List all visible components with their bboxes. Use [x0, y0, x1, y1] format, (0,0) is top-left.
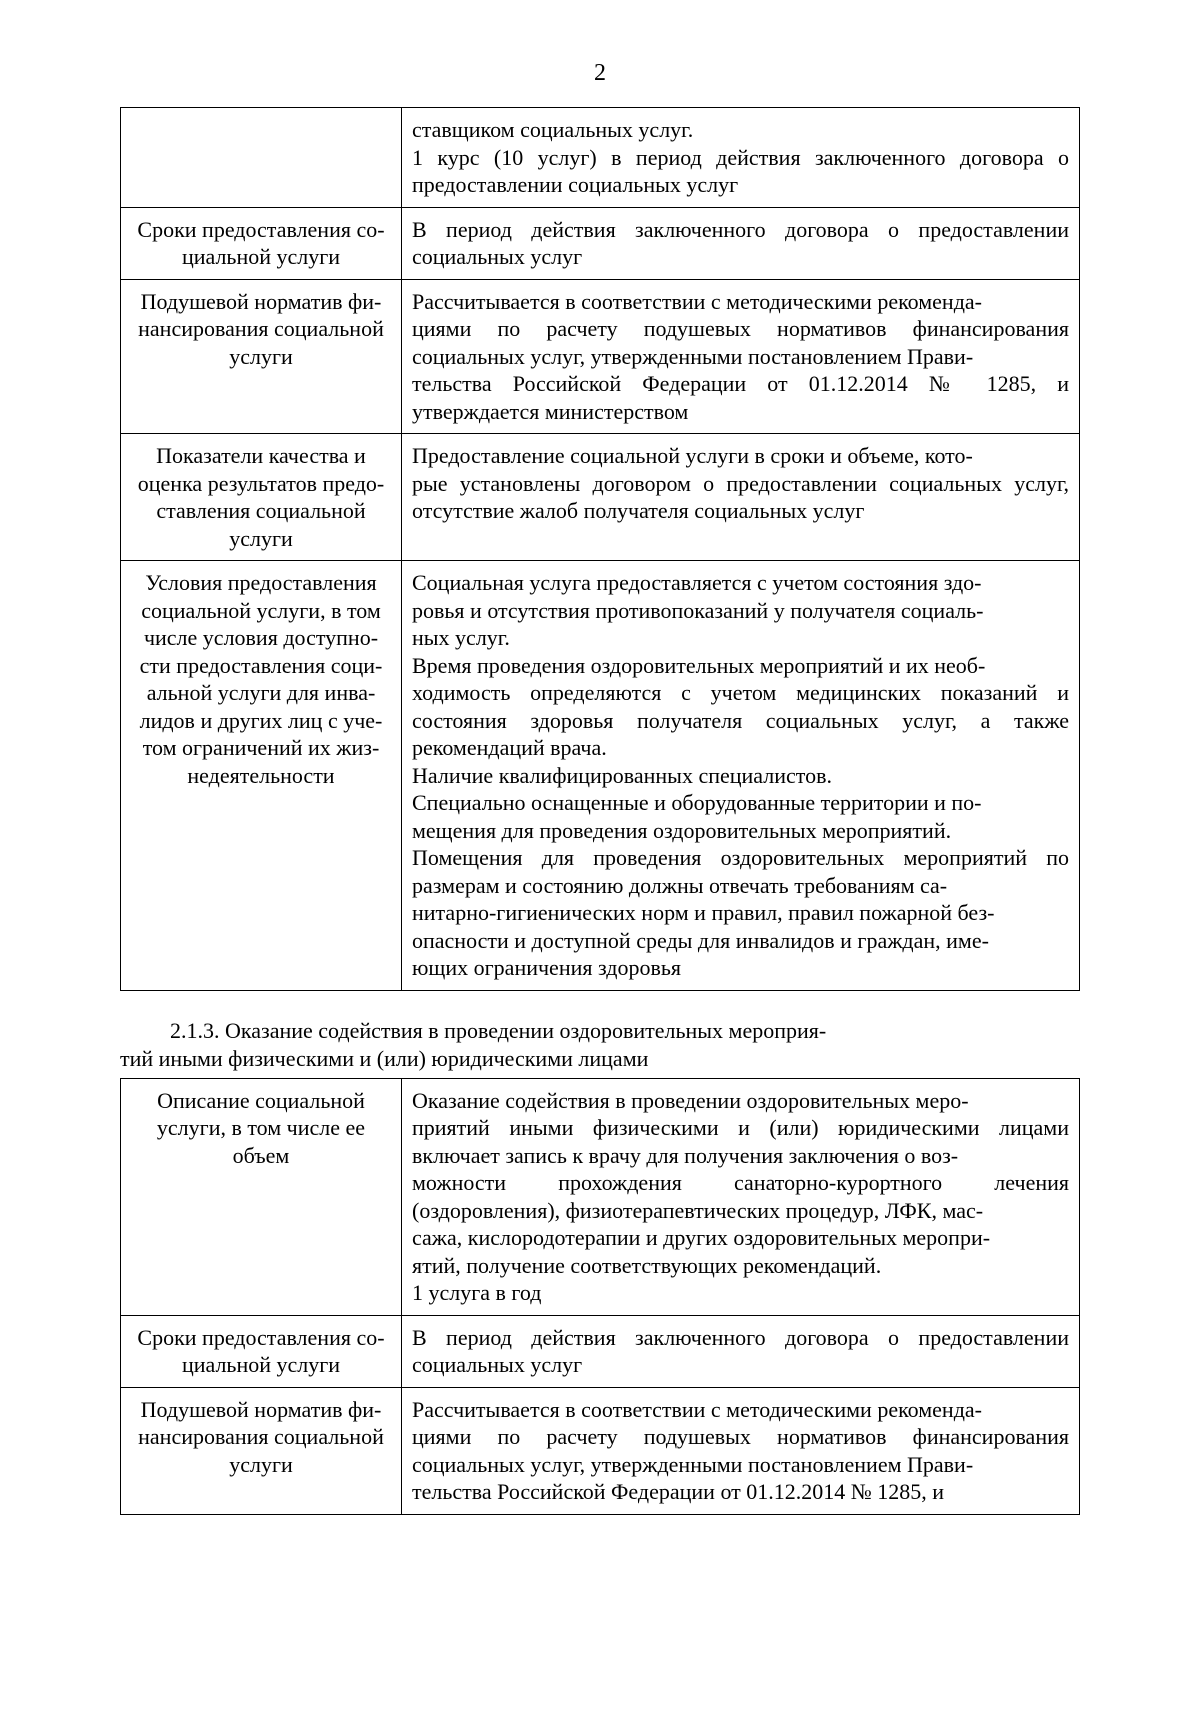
table-row: Описание социальной услуги, в том числе …: [121, 1078, 1080, 1315]
row-value: Рассчитывается в соответствии с методиче…: [402, 279, 1080, 434]
section-heading: 2.1.3. Оказание содействия в проведении …: [120, 1017, 1080, 1074]
row-label: Сроки предоставления со- циальной услуги: [121, 1315, 402, 1387]
row-label: Подушевой норматив фи- нансирования соци…: [121, 1387, 402, 1514]
row-label: Сроки предоставления со- циальной услуги: [121, 207, 402, 279]
row-value: Предоставление социальной услуги в сроки…: [402, 434, 1080, 561]
document-page: 2 ставщиком социальных услуг. 1 курс (10…: [0, 0, 1200, 1718]
row-label: [121, 108, 402, 208]
row-label: Условия предоставления социальной услуги…: [121, 561, 402, 991]
table-row: Подушевой норматив фи- нансирования соци…: [121, 1387, 1080, 1514]
row-value: В период действия заключенного договора …: [402, 1315, 1080, 1387]
table-row: Условия предоставления социальной услуги…: [121, 561, 1080, 991]
table-row: Сроки предоставления со- циальной услуги…: [121, 1315, 1080, 1387]
row-value: Оказание содействия в проведении оздоров…: [402, 1078, 1080, 1315]
table-row: ставщиком социальных услуг. 1 курс (10 у…: [121, 108, 1080, 208]
row-value: Рассчитывается в соответствии с методиче…: [402, 1387, 1080, 1514]
table-row: Сроки предоставления со- циальной услуги…: [121, 207, 1080, 279]
table-row: Подушевой норматив фи- нансирования соци…: [121, 279, 1080, 434]
row-value: В период действия заключенного договора …: [402, 207, 1080, 279]
service-table-1: ставщиком социальных услуг. 1 курс (10 у…: [120, 107, 1080, 991]
row-value: Социальная услуга предоставляется с учет…: [402, 561, 1080, 991]
page-number: 2: [120, 60, 1080, 87]
row-value: ставщиком социальных услуг. 1 курс (10 у…: [402, 108, 1080, 208]
service-table-2: Описание социальной услуги, в том числе …: [120, 1078, 1080, 1515]
row-label: Показатели качества и оценка результатов…: [121, 434, 402, 561]
row-label: Подушевой норматив фи- нансирования соци…: [121, 279, 402, 434]
table-row: Показатели качества и оценка результатов…: [121, 434, 1080, 561]
row-label: Описание социальной услуги, в том числе …: [121, 1078, 402, 1315]
